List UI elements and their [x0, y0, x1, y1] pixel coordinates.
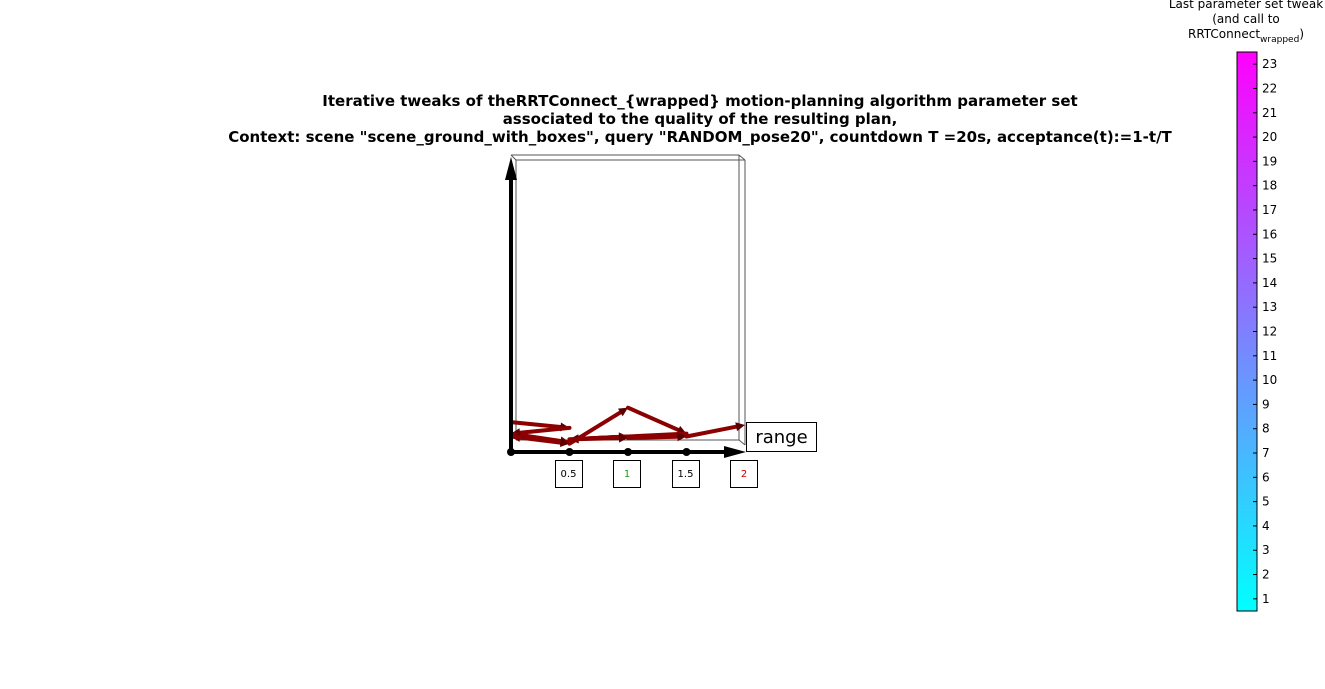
colorbar-title-end: ): [1299, 27, 1304, 41]
colorbar-title-line-3: RRTConnectwrapped): [1158, 27, 1325, 48]
colorbar-tick-label: 5: [1262, 495, 1270, 509]
colorbar-title: Last parameter set tweak (and call to RR…: [1158, 0, 1325, 48]
colorbar-tick-label: 10: [1262, 373, 1277, 387]
colorbar-tick-label: 8: [1262, 422, 1270, 436]
chart-title-line-2: associated to the quality of the resulti…: [502, 110, 898, 128]
x-axis-label: range: [746, 422, 817, 452]
arrow-segment: [567, 433, 628, 443]
colorbar-tick-label: 1: [1262, 592, 1270, 606]
colorbar-tick-label: 12: [1262, 325, 1277, 339]
colorbar-tick-label: 19: [1262, 154, 1277, 168]
colorbar-tick-label: 20: [1262, 130, 1277, 144]
colorbar-title-main: RRTConnect: [1188, 27, 1261, 41]
x-tick-label: 2: [730, 460, 758, 488]
colorbar-title-line-1: Last parameter set tweak: [1168, 0, 1324, 11]
colorbar-tick-label: 22: [1262, 81, 1277, 95]
x-tick-dot: [624, 448, 632, 456]
arrow-segment: [509, 434, 570, 448]
colorbar-tick-label: 6: [1262, 470, 1270, 484]
colorbar-tick-label: 17: [1262, 203, 1277, 217]
arrow-segment: [626, 432, 687, 442]
axes-lines: [505, 157, 746, 458]
x-tick-label: 1.5: [671, 460, 700, 488]
chart-title: Iterative tweaks of theRRTConnect_{wrapp…: [180, 92, 1220, 146]
x-tick-label: 1: [613, 460, 641, 488]
x-tick-dot: [565, 448, 574, 456]
colorbar-title-sub: wrapped: [1260, 35, 1300, 45]
colorbar-tick-label: 15: [1262, 252, 1277, 266]
arrow-series: [509, 405, 745, 448]
chart-title-line-1: Iterative tweaks of theRRTConnect_{wrapp…: [322, 92, 1078, 110]
colorbar-title-line-2: (and call to: [1212, 12, 1280, 26]
y-axis-arrowhead: [505, 157, 517, 180]
x-tick-marks: [507, 448, 691, 456]
chart-title-line-3: Context: scene "scene_ground_with_boxes"…: [228, 128, 1172, 146]
colorbar-tick-label: 14: [1262, 276, 1277, 290]
colorbar-tick-label: 9: [1262, 397, 1270, 411]
colorbar-tick-label: 18: [1262, 179, 1277, 193]
colorbar-tick-label: 13: [1262, 300, 1277, 314]
x-axis-arrowhead: [724, 446, 746, 458]
colorbar-tick-label: 4: [1262, 519, 1270, 533]
colorbar-tick-label: 23: [1262, 57, 1277, 71]
arrow-segment: [626, 405, 687, 435]
arrow-segment: [684, 422, 745, 439]
origin-dot: [507, 448, 515, 456]
colorbar-tick-label: 3: [1262, 543, 1270, 557]
axes-box: [510, 154, 746, 446]
colorbar-tick-label: 21: [1262, 106, 1277, 120]
colorbar-tick-label: 7: [1262, 446, 1270, 460]
x-tick-label: 0.5: [554, 460, 583, 488]
colorbar-tick-label: 2: [1262, 568, 1270, 582]
colorbar-tick-label: 11: [1262, 349, 1277, 363]
colorbar-tick-label: 16: [1262, 227, 1277, 241]
x-tick-dot: [682, 448, 691, 456]
